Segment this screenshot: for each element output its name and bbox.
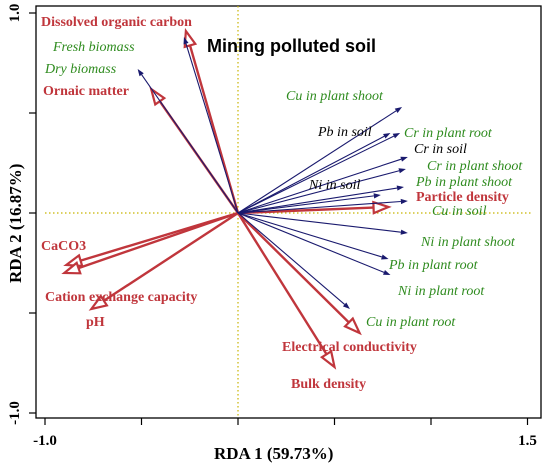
- response-vector-dry-biomass: [137, 69, 239, 214]
- response-label-pb-in-plant-root: Pb in plant root: [388, 258, 479, 273]
- chart-title: Mining polluted soil: [207, 36, 376, 56]
- env-vector-electrical-conductivity: [237, 212, 362, 336]
- reference-lines: [45, 6, 532, 418]
- response-vector-cr-in-plant-shoot: [237, 168, 406, 214]
- response-vector-ni-in-plant-root: [237, 212, 391, 275]
- response-label-pb-in-plant-shoot: Pb in plant shoot: [415, 175, 513, 190]
- response-vector-ni-in-plant-shoot: [237, 212, 408, 235]
- environmental-vectors: [61, 27, 392, 370]
- plot-frame: [35, 5, 542, 419]
- response-label-pb-in-soil: Pb in soil: [317, 125, 372, 140]
- response-label-cr-in-plant-shoot: Cr in plant shoot: [427, 159, 523, 174]
- env-vector-bulk-density: [236, 212, 337, 370]
- env-label-caco3: CaCO3: [41, 239, 86, 254]
- env-label-ornaic-matter: Ornaic matter: [43, 84, 129, 99]
- response-label-fresh-biomass: Fresh biomass: [52, 40, 135, 55]
- response-label-cr-in-soil: Cr in soil: [414, 142, 467, 157]
- response-vector-fresh-biomass: [183, 37, 239, 214]
- response-vector-cu-in-plant-root: [237, 212, 350, 309]
- response-label-cu-in-plant-root: Cu in plant root: [366, 315, 456, 330]
- response-label-ni-in-plant-root: Ni in plant root: [397, 284, 485, 299]
- env-vector-particle-density: [237, 200, 392, 215]
- response-label-ni-in-plant-shoot: Ni in plant shoot: [420, 235, 516, 250]
- response-vector-cr-in-soil: [237, 156, 408, 214]
- axis-ticks: -1.0 1.5 1.0 -1.0: [7, 4, 537, 449]
- env-label-bulk-density: Bulk density: [291, 377, 366, 392]
- env-label-cation-exchange-capacity: Cation exchange capacity: [45, 290, 197, 305]
- response-vectors: [137, 37, 408, 309]
- response-vector-cu-in-soil: [237, 198, 408, 214]
- response-label-cr-in-plant-root: Cr in plant root: [404, 126, 493, 141]
- y-tick-label: 1.0: [7, 4, 23, 23]
- env-label-electrical-conductivity: Electrical conductivity: [282, 340, 417, 355]
- response-label-ni-in-soil: Ni in soil: [308, 178, 360, 193]
- env-label-particle-density: Particle density: [416, 190, 509, 205]
- response-vector-pb-in-soil: [237, 133, 391, 214]
- env-label-ph: pH: [86, 315, 105, 330]
- vector-labels: Dissolved organic carbon Ornaic matter CaC…: [41, 15, 523, 392]
- x-tick-label: 1.5: [518, 433, 537, 449]
- response-label-cu-in-plant-shoot: Cu in plant shoot: [286, 89, 384, 104]
- response-vector-cu-in-plant-shoot: [237, 107, 403, 214]
- env-vector-cation-exchange-capacity: [61, 211, 239, 275]
- response-vector-pb-in-plant-shoot: [237, 185, 404, 214]
- response-label-dry-biomass: Dry biomass: [44, 62, 117, 77]
- response-vector-ni-in-soil: [237, 193, 381, 214]
- x-tick-label: -1.0: [33, 433, 57, 449]
- y-axis-title: RDA 2 (16.87%): [6, 164, 25, 283]
- x-axis-title: RDA 1 (59.73%): [214, 444, 333, 463]
- response-label-cu-in-soil: Cu in soil: [432, 204, 487, 219]
- y-tick-label: -1.0: [7, 401, 23, 425]
- response-vector-cr-in-plant-root: [237, 133, 401, 214]
- env-vector-ph: [88, 211, 239, 311]
- env-label-dissolved-organic-carbon: Dissolved organic carbon: [41, 15, 192, 30]
- response-vector-pb-in-plant-root: [237, 212, 389, 260]
